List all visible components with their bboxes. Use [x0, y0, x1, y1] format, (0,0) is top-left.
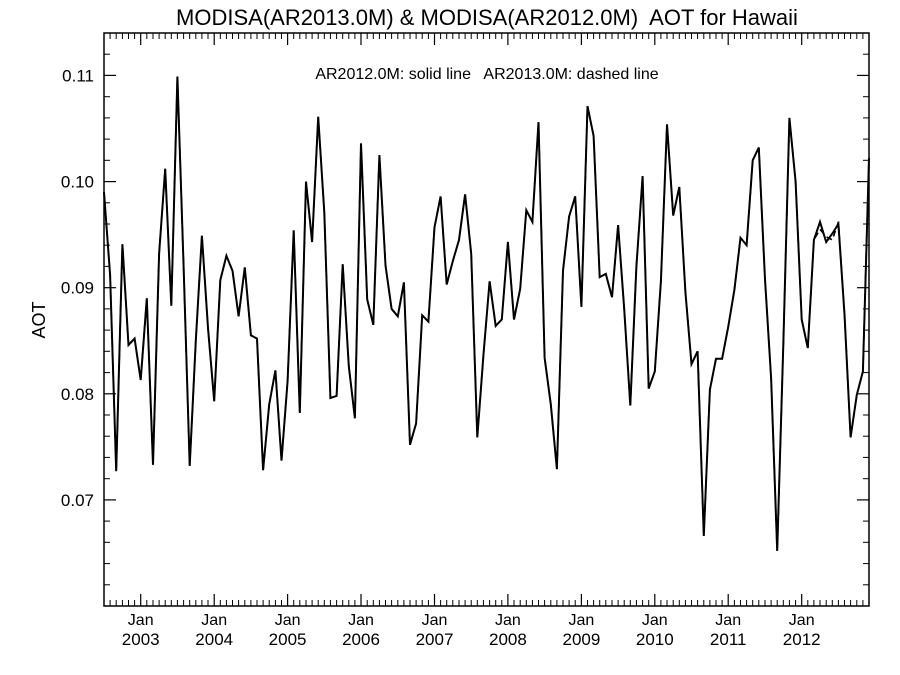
x-tick-label-month: Jan — [128, 612, 154, 629]
x-tick-label-year: 2010 — [636, 630, 674, 649]
x-tick-label-year: 2006 — [342, 630, 380, 649]
x-tick-label-year: 2012 — [783, 630, 821, 649]
y-tick-label: 0.08 — [61, 385, 94, 404]
series-lines — [103, 76, 870, 551]
axis-tick-labels: 0.070.080.090.100.11Jan2003Jan2004Jan200… — [61, 66, 821, 649]
x-tick-label-year: 2008 — [489, 630, 527, 649]
y-tick-label: 0.10 — [61, 173, 94, 192]
axis-ticks — [103, 32, 870, 606]
y-tick-label: 0.09 — [61, 279, 94, 298]
x-tick-label-month: Jan — [789, 612, 815, 629]
plot-frame — [103, 32, 870, 607]
x-tick-label-year: 2011 — [710, 630, 747, 649]
x-tick-label-year: 2009 — [562, 630, 600, 649]
x-tick-label-month: Jan — [275, 612, 301, 629]
x-tick-label-month: Jan — [569, 612, 595, 629]
y-tick-label: 0.11 — [62, 66, 94, 85]
x-tick-label-year: 2004 — [195, 630, 233, 649]
x-tick-label-month: Jan — [422, 612, 448, 629]
x-tick-label-month: Jan — [495, 612, 521, 629]
x-tick-label-year: 2005 — [269, 630, 307, 649]
x-tick-label-year: 2007 — [416, 630, 454, 649]
x-tick-label-month: Jan — [642, 612, 668, 629]
legend-annotation: AR2012.0M: solid line AR2013.0M: dashed … — [315, 66, 658, 83]
x-tick-label-month: Jan — [348, 612, 374, 629]
y-tick-label: 0.07 — [61, 491, 94, 510]
chart-title: MODISA(AR2013.0M) & MODISA(AR2012.0M) AO… — [176, 5, 798, 30]
x-tick-label-month: Jan — [715, 612, 741, 629]
series-line-ar2013-0m — [103, 76, 870, 551]
y-axis-label: AOT — [29, 301, 49, 338]
x-tick-label-month: Jan — [201, 612, 227, 629]
x-tick-label-year: 2003 — [122, 630, 160, 649]
